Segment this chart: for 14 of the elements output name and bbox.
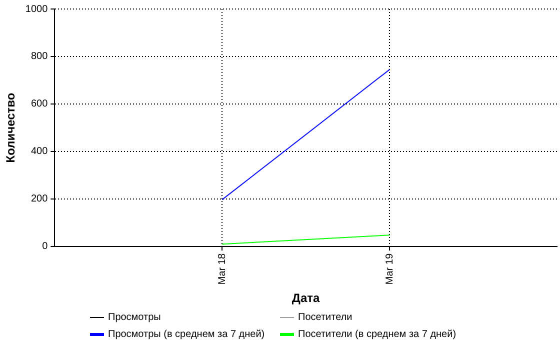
y-tick-label: 600 — [30, 98, 48, 110]
y-tick-label: 0 — [42, 241, 48, 252]
y-axis-title: Количество — [4, 92, 18, 163]
y-tick-label: 1000 — [25, 4, 48, 15]
legend-label: Просмотры — [108, 312, 161, 323]
x-tick-label: Mar 19 — [384, 253, 396, 285]
y-tick-label: 200 — [30, 194, 48, 205]
y-tick-label: 400 — [30, 146, 48, 158]
x-axis-title: Дата — [292, 291, 320, 306]
legend-label: Посетители (в среднем за 7 дней) — [298, 329, 456, 340]
y-tick-label: 800 — [30, 51, 48, 62]
legend-label: Просмотры (в среднем за 7 дней) — [108, 329, 265, 340]
x-tick-label: Mar 18 — [216, 253, 228, 285]
legend-label: Посетители — [298, 312, 352, 323]
